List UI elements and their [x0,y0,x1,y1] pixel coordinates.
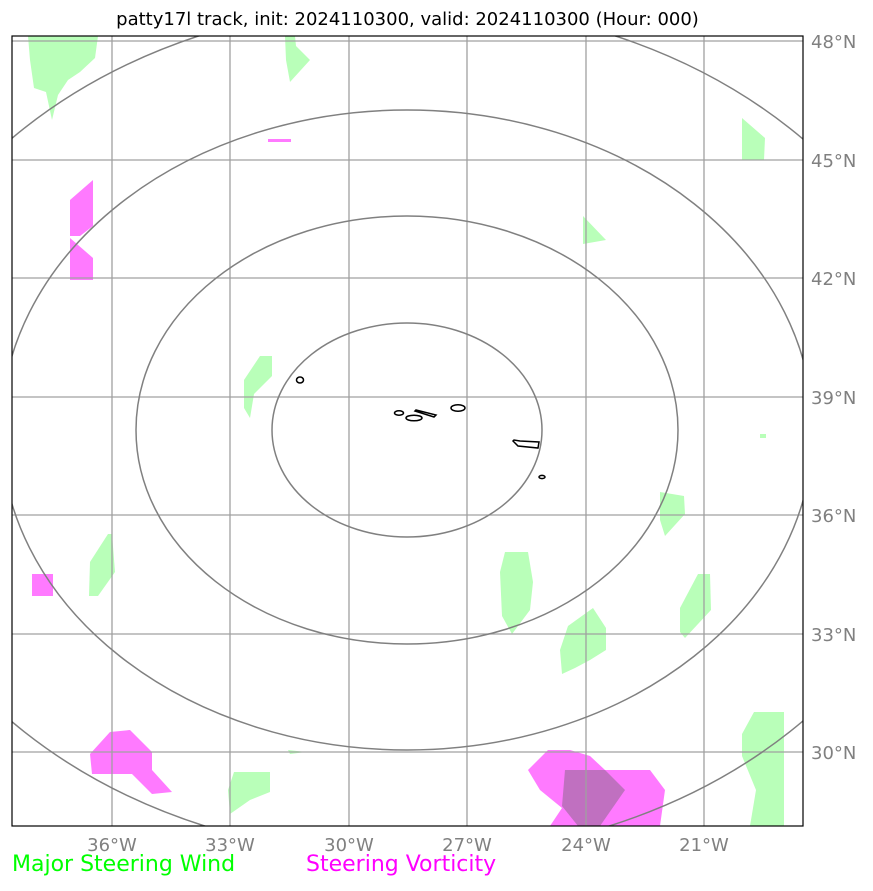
legend-steering-vorticity: Steering Vorticity [306,852,497,877]
lon-tick-label: 24°W [561,835,611,856]
tick-labels: 48°N 45°N 42°N 39°N 36°N 33°N 30°N 36°W … [87,32,856,856]
lat-tick-label: 42°N [811,269,856,290]
lat-tick-label: 48°N [811,32,856,53]
steering-wind-areas [28,36,784,826]
vorticity-overlap [562,770,625,826]
lon-tick-label: 36°W [87,835,137,856]
lon-tick-label: 21°W [679,835,729,856]
lat-tick-label: 33°N [811,625,856,646]
range-ring-3 [12,109,803,751]
lat-tick-label: 39°N [811,388,856,409]
map-title: patty17l track, init: 2024110300, valid:… [116,9,699,30]
range-ring-1 [271,322,543,538]
lat-tick-label: 30°N [811,743,856,764]
lat-tick-label: 45°N [811,151,856,172]
range-rings [12,36,803,826]
map-gridlines [12,36,803,826]
legend-steering-wind: Major Steering Wind [12,852,236,877]
azores-islands [295,376,546,480]
map-frame [11,35,804,827]
lon-tick-label: 27°W [442,835,492,856]
range-ring-2 [135,215,679,645]
lon-tick-label: 30°W [324,835,374,856]
lat-tick-label: 36°N [811,506,856,527]
lon-tick-label: 33°W [205,835,255,856]
